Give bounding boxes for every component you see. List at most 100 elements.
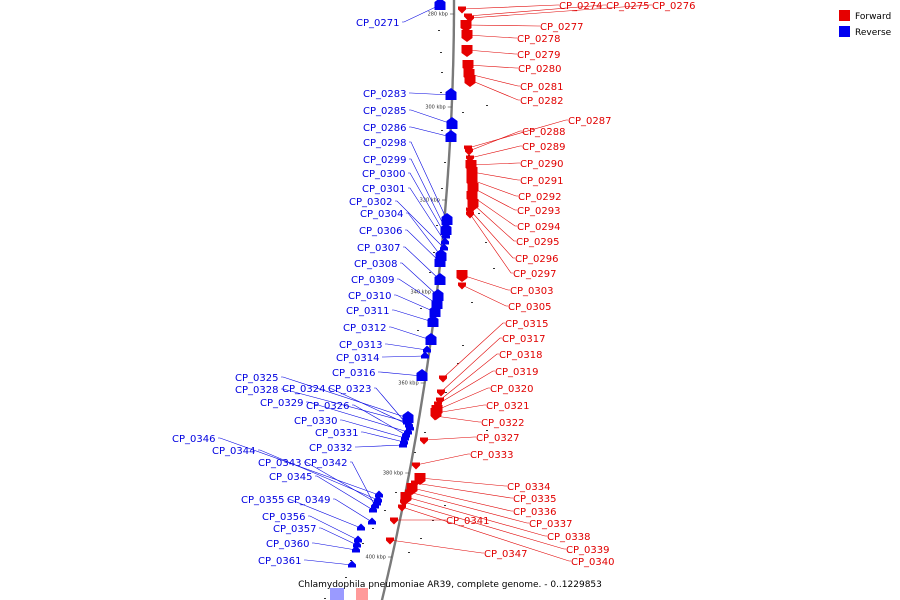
- reverse-gene-cp-0285[interactable]: [446, 117, 458, 129]
- gene-label-cp-0312[interactable]: CP_0312: [343, 323, 386, 334]
- gene-label-cp-0331[interactable]: CP_0331: [315, 428, 358, 439]
- reverse-gene-cp-0316[interactable]: [416, 369, 428, 381]
- gene-label-cp-0308[interactable]: CP_0308: [354, 259, 397, 270]
- gene-label-cp-0307[interactable]: CP_0307: [357, 243, 400, 254]
- reverse-gene-cp-0349[interactable]: [368, 517, 376, 525]
- forward-gene-cp-0296[interactable]: [466, 207, 474, 215]
- gene-label-cp-0356[interactable]: CP_0356: [262, 512, 305, 523]
- gene-label-cp-0275[interactable]: CP_0275: [606, 1, 649, 12]
- gene-label-cp-0342[interactable]: CP_0342: [304, 458, 347, 469]
- gene-label-cp-0322[interactable]: CP_0322: [481, 418, 524, 429]
- gene-label-cp-0326[interactable]: CP_0326: [306, 401, 349, 412]
- gene-label-cp-0293[interactable]: CP_0293: [517, 206, 560, 217]
- gene-label-cp-0337[interactable]: CP_0337: [529, 519, 572, 530]
- gene-label-cp-0290[interactable]: CP_0290: [520, 159, 563, 170]
- forward-gene-cp-0339[interactable]: [400, 499, 408, 507]
- gene-label-cp-0329[interactable]: CP_0329: [260, 398, 303, 409]
- reverse-gene-cp-0301[interactable]: [441, 237, 449, 245]
- gene-label-cp-0349[interactable]: CP_0349: [287, 495, 330, 506]
- reverse-gene-cp-0299[interactable]: [440, 223, 452, 235]
- reverse-gene-cp-0300[interactable]: [442, 231, 450, 239]
- gene-label-cp-0285[interactable]: CP_0285: [363, 106, 406, 117]
- forward-gene-cp-0289[interactable]: [466, 155, 474, 163]
- reverse-gene-cp-0302[interactable]: [440, 243, 448, 251]
- gene-label-cp-0282[interactable]: CP_0282: [520, 96, 563, 107]
- gene-label-cp-0327[interactable]: CP_0327: [476, 433, 519, 444]
- gene-label-cp-0274[interactable]: CP_0274: [559, 1, 602, 12]
- reverse-gene-cp-0271[interactable]: [434, 0, 446, 10]
- gene-label-cp-0334[interactable]: CP_0334: [507, 482, 550, 493]
- forward-gene-cp-0277[interactable]: [460, 20, 472, 32]
- forward-gene-cp-0274[interactable]: [458, 6, 466, 14]
- reverse-gene-cp-0346[interactable]: [375, 490, 383, 498]
- gene-label-cp-0360[interactable]: CP_0360: [266, 539, 309, 550]
- gene-label-cp-0281[interactable]: CP_0281: [520, 82, 563, 93]
- gene-label-cp-0324[interactable]: CP_0324: [282, 384, 325, 395]
- gene-label-cp-0333[interactable]: CP_0333: [470, 450, 513, 461]
- gene-label-cp-0276[interactable]: CP_0276: [652, 1, 695, 12]
- gene-label-cp-0344[interactable]: CP_0344: [212, 446, 255, 457]
- gene-label-cp-0280[interactable]: CP_0280: [518, 64, 561, 75]
- gene-label-cp-0330[interactable]: CP_0330: [294, 416, 337, 427]
- forward-gene-cp-0303[interactable]: [456, 270, 468, 282]
- gene-label-cp-0306[interactable]: CP_0306: [359, 226, 402, 237]
- forward-gene-cp-0347[interactable]: [386, 537, 394, 545]
- forward-gene-cp-0276[interactable]: [466, 15, 474, 23]
- gene-label-cp-0291[interactable]: CP_0291: [520, 176, 563, 187]
- gene-label-cp-0310[interactable]: CP_0310: [348, 291, 391, 302]
- gene-label-cp-0314[interactable]: CP_0314: [336, 353, 379, 364]
- gene-label-cp-0304[interactable]: CP_0304: [360, 209, 403, 220]
- gene-label-cp-0339[interactable]: CP_0339: [566, 545, 609, 556]
- reverse-gene-cp-0312[interactable]: [425, 333, 437, 345]
- forward-gene-cp-0288[interactable]: [465, 148, 473, 156]
- forward-gene-cp-0322[interactable]: [431, 413, 439, 421]
- reverse-gene-cp-0356[interactable]: [354, 535, 362, 543]
- gene-label-cp-0361[interactable]: CP_0361: [258, 556, 301, 567]
- gene-label-cp-0288[interactable]: CP_0288: [522, 127, 565, 138]
- gene-label-cp-0283[interactable]: CP_0283: [363, 89, 406, 100]
- gene-label-cp-0338[interactable]: CP_0338: [547, 532, 590, 543]
- reverse-gene-cp-0361[interactable]: [348, 560, 356, 568]
- reverse-gene-cp-0286[interactable]: [445, 130, 457, 142]
- gene-label-cp-0317[interactable]: CP_0317: [502, 334, 545, 345]
- gene-label-cp-0335[interactable]: CP_0335: [513, 494, 556, 505]
- forward-gene-cp-0318[interactable]: [436, 397, 444, 405]
- gene-label-cp-0305[interactable]: CP_0305: [508, 302, 551, 313]
- forward-gene-cp-0341[interactable]: [390, 517, 398, 525]
- forward-gene-cp-0333[interactable]: [412, 462, 420, 470]
- gene-label-cp-0340[interactable]: CP_0340: [571, 557, 614, 568]
- forward-gene-cp-0305[interactable]: [458, 282, 466, 290]
- gene-label-cp-0332[interactable]: CP_0332: [309, 443, 352, 454]
- forward-gene-cp-0278[interactable]: [461, 30, 473, 42]
- gene-label-cp-0300[interactable]: CP_0300: [362, 169, 405, 180]
- gene-label-cp-0271[interactable]: CP_0271: [356, 18, 399, 29]
- forward-gene-cp-0297[interactable]: [466, 211, 474, 219]
- reverse-gene-cp-0332[interactable]: [399, 440, 407, 448]
- reverse-gene-cp-0308[interactable]: [432, 289, 444, 301]
- gene-label-cp-0287[interactable]: CP_0287: [568, 116, 611, 127]
- gene-label-cp-0313[interactable]: CP_0313: [339, 340, 382, 351]
- gene-label-cp-0315[interactable]: CP_0315: [505, 319, 548, 330]
- gene-label-cp-0299[interactable]: CP_0299: [363, 155, 406, 166]
- gene-label-cp-0309[interactable]: CP_0309: [351, 275, 394, 286]
- reverse-gene-cp-0360[interactable]: [352, 545, 360, 553]
- gene-label-cp-0336[interactable]: CP_0336: [513, 507, 556, 518]
- gene-label-cp-0296[interactable]: CP_0296: [515, 254, 558, 265]
- forward-gene-cp-0327[interactable]: [420, 437, 428, 445]
- reverse-gene-cp-0310[interactable]: [429, 305, 441, 317]
- forward-gene-cp-0315[interactable]: [439, 375, 447, 383]
- gene-label-cp-0289[interactable]: CP_0289: [522, 142, 565, 153]
- reverse-gene-cp-0283[interactable]: [445, 88, 457, 100]
- gene-label-cp-0347[interactable]: CP_0347: [484, 549, 527, 560]
- gene-label-cp-0294[interactable]: CP_0294: [517, 222, 560, 233]
- reverse-gene-cp-0298[interactable]: [441, 213, 453, 225]
- forward-gene-cp-0279[interactable]: [461, 45, 473, 57]
- gene-label-cp-0302[interactable]: CP_0302: [349, 197, 392, 208]
- gene-label-cp-0279[interactable]: CP_0279: [517, 50, 560, 61]
- reverse-gene-cp-0311[interactable]: [427, 315, 439, 327]
- reverse-gene-cp-0307[interactable]: [434, 273, 446, 285]
- reverse-gene-cp-0357[interactable]: [353, 540, 361, 548]
- gene-label-cp-0301[interactable]: CP_0301: [362, 184, 405, 195]
- forward-gene-cp-0340[interactable]: [398, 504, 406, 512]
- gene-label-cp-0345[interactable]: CP_0345: [269, 472, 312, 483]
